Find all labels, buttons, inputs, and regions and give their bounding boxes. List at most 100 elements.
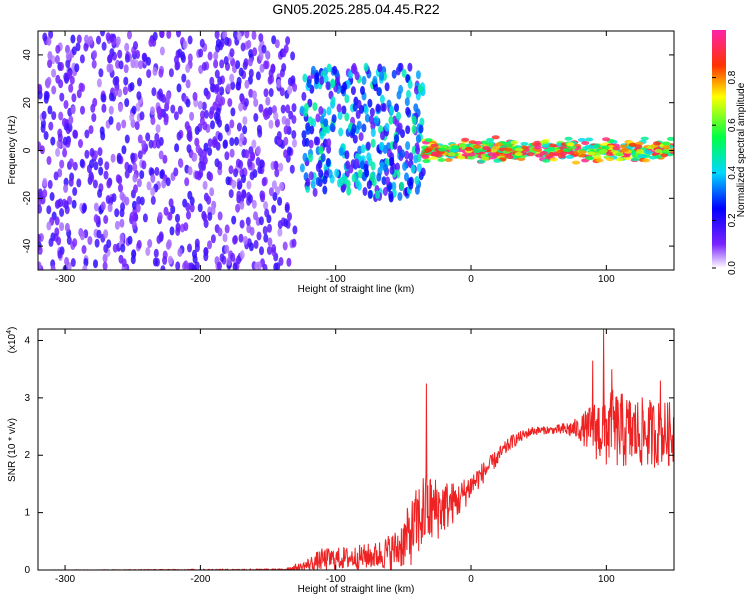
heatmap-cell	[227, 98, 233, 107]
heatmap-cell	[72, 129, 78, 139]
heatmap-cell	[352, 102, 358, 112]
heatmap-cell	[131, 105, 137, 115]
heatmap-cell	[131, 249, 137, 259]
heatmap-cell	[110, 153, 116, 163]
heatmap-cell	[91, 113, 97, 123]
heatmap-cell	[268, 119, 274, 129]
heatmap-cell	[355, 179, 361, 188]
heatmap-cell	[217, 76, 223, 86]
heatmap-cell	[226, 256, 232, 266]
heatmap-cell	[388, 190, 394, 200]
heatmap-cell	[180, 54, 186, 63]
heatmap-cell	[419, 117, 425, 127]
heatmap-cell	[93, 259, 98, 269]
heatmap-cell	[127, 31, 132, 40]
heatmap-cell	[75, 42, 81, 52]
heatmap-cell	[233, 168, 239, 178]
heatmap-cell	[141, 160, 147, 170]
heatmap-cell	[334, 76, 340, 86]
heatmap-cell	[263, 233, 269, 243]
heatmap-cell	[467, 155, 476, 160]
heatmap-cell	[313, 136, 319, 146]
heatmap-cell	[337, 178, 342, 188]
heatmap-cell	[47, 105, 53, 115]
heatmap-cell	[42, 32, 48, 42]
heatmap-cell	[207, 51, 213, 61]
heatmap-cell	[213, 59, 219, 69]
heatmap-cell	[124, 42, 130, 52]
heatmap-cell	[287, 212, 292, 221]
heatmap-cell	[367, 98, 373, 108]
colorbar-tick-label: 0.6	[727, 118, 738, 132]
heatmap-cell	[255, 145, 261, 155]
heatmap-cell	[120, 243, 126, 253]
heatmap-cell	[486, 142, 495, 147]
heatmap-cell	[256, 231, 262, 241]
heatmap-cell	[486, 137, 495, 142]
heatmap-cell	[187, 35, 193, 45]
heatmap-cell	[631, 157, 640, 162]
heatmap-cell	[342, 175, 348, 185]
heatmap-cell	[130, 59, 136, 69]
heatmap-cell	[459, 143, 468, 148]
heatmap-cell	[274, 118, 280, 128]
heatmap-cell	[96, 229, 102, 239]
heatmap-cell	[152, 67, 158, 76]
heatmap-cell	[369, 172, 375, 182]
heatmap-cell	[258, 103, 264, 113]
heatmap-cell	[256, 261, 262, 270]
heatmap-cell	[64, 205, 70, 215]
heatmap-cell	[106, 179, 112, 189]
heatmap-cell	[121, 145, 127, 155]
heatmap-cell	[276, 131, 282, 140]
heatmap-cell	[56, 236, 62, 246]
heatmap-cell	[271, 204, 277, 214]
heatmap-cell	[168, 198, 174, 208]
heatmap-cell	[213, 51, 219, 61]
heatmap-cell	[160, 265, 166, 270]
heatmap-cell	[59, 222, 65, 232]
heatmap-cell	[318, 145, 324, 155]
heatmap-cell	[150, 195, 156, 205]
heatmap-cell	[248, 49, 254, 58]
heatmap-cell	[133, 41, 138, 50]
heatmap-cell	[207, 147, 213, 156]
heatmap-cell	[292, 138, 297, 148]
heatmap-cell	[240, 42, 246, 52]
heatmap-cell	[173, 111, 179, 121]
heatmap-cell	[241, 189, 247, 199]
heatmap-cell	[108, 105, 114, 115]
heatmap-cell	[177, 105, 183, 115]
heatmap-cell	[54, 55, 60, 64]
heatmap-cell	[606, 152, 614, 156]
heatmap-cell	[568, 145, 577, 150]
heatmap-cell	[189, 203, 195, 213]
heatmap-cell	[208, 110, 214, 120]
heatmap-cell	[389, 165, 395, 175]
heatmap-cell	[238, 67, 244, 77]
heatmap-cell	[323, 118, 329, 128]
heatmap-cell	[185, 63, 191, 73]
heatmap-cell	[71, 93, 77, 103]
heatmap-cell	[244, 79, 250, 89]
heatmap-cell	[166, 91, 171, 101]
heatmap-cell	[369, 107, 375, 117]
heatmap-cell	[59, 208, 65, 217]
heatmap-cell	[637, 154, 646, 159]
heatmap-cell	[123, 76, 129, 86]
heatmap-cell	[55, 74, 61, 84]
heatmap-cell	[103, 229, 109, 239]
heatmap-cell	[210, 120, 215, 130]
heatmap-cell	[266, 246, 272, 255]
heatmap-cell	[146, 56, 151, 66]
heatmap-cell	[318, 106, 324, 115]
heatmap-cell	[228, 165, 234, 175]
heatmap-cell	[111, 193, 117, 203]
heatmap-cell	[338, 147, 344, 157]
heatmap-cell	[192, 152, 198, 162]
heatmap-cell	[54, 227, 60, 237]
x-tick-label: -100	[326, 274, 346, 285]
heatmap-cell	[135, 102, 141, 112]
heatmap-cell	[326, 63, 332, 73]
heatmap-cell	[147, 239, 153, 248]
